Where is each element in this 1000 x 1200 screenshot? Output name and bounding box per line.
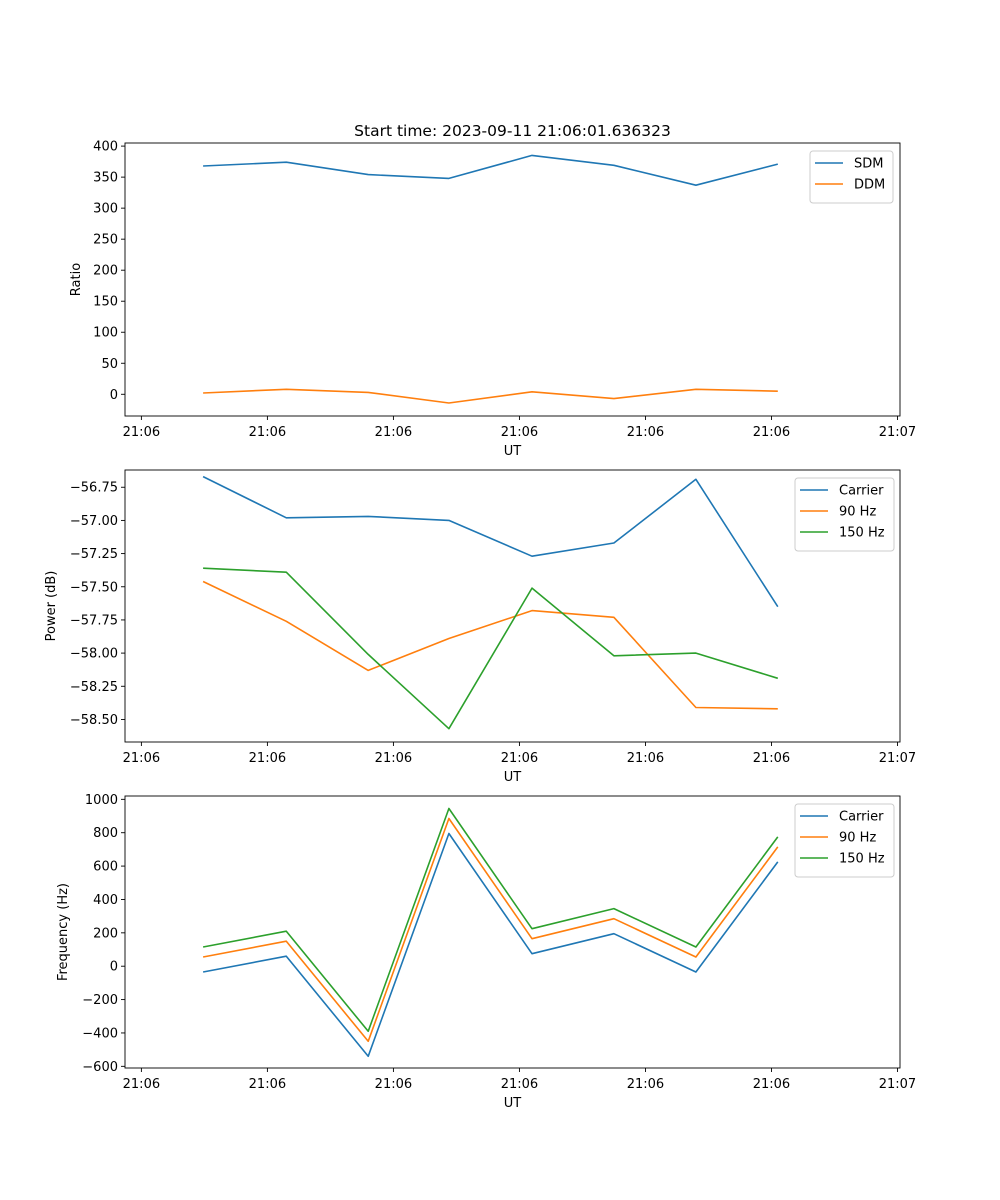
x-tick-label: 21:06 (627, 1077, 664, 1092)
legend-label: 90 Hz (839, 831, 876, 846)
x-tick-label: 21:07 (879, 751, 916, 766)
y-tick-label: 150 (93, 295, 118, 310)
y-tick-label: 600 (93, 860, 118, 875)
legend-label: DDM (854, 178, 885, 193)
series-line-150-hz (202, 807, 779, 1033)
y-tick-label: −57.25 (70, 547, 118, 562)
y-tick-label: 200 (93, 926, 118, 941)
y-tick-label: −200 (82, 993, 118, 1008)
axes-frame (124, 142, 901, 417)
y-tick-label: −57.00 (70, 514, 118, 529)
x-tick-label: 21:06 (501, 751, 538, 766)
x-tick-label: 21:06 (753, 1077, 790, 1092)
legend: SDM DDM (809, 150, 894, 204)
plot-panel-2: 21:06 21:06 21:06 21:06 21:06 21:06 21:07 −58.5… (44, 469, 916, 785)
figure-title: Start time: 2023-09-11 21:06:01.636323 (354, 122, 671, 140)
legend-label: 150 Hz (839, 852, 885, 867)
y-tick-label: 0 (110, 388, 118, 403)
legend-box (809, 150, 894, 204)
y-tick-label: 200 (93, 264, 118, 279)
x-tick-label: 21:06 (753, 751, 790, 766)
series-line-150-hz (203, 567, 779, 730)
axes-frame (124, 795, 901, 1069)
x-tick-label: 21:06 (123, 751, 160, 766)
y-tick-label: 400 (93, 140, 118, 155)
y-tick-label: −58.25 (70, 680, 118, 695)
legend-label: Carrier (839, 484, 884, 499)
x-tick-label: 21:07 (879, 1077, 916, 1092)
y-tick-label: −400 (82, 1026, 118, 1041)
x-tick-label: 21:06 (375, 751, 412, 766)
y-axis-label: Ratio (69, 263, 84, 296)
legend-label: SDM (854, 157, 883, 172)
y-tick-label: 350 (93, 171, 118, 186)
y-tick-label: 250 (93, 233, 118, 248)
series-line-carrier (202, 832, 779, 1058)
legend: Carrier 90 Hz 150 Hz (794, 803, 895, 878)
legend-label: 90 Hz (839, 505, 876, 520)
series-line-sdm (203, 154, 778, 186)
y-tick-label: 1000 (85, 793, 118, 808)
x-axis-label: UT (504, 1096, 522, 1111)
x-tick-label: 21:06 (375, 1077, 412, 1092)
y-tick-label: −57.75 (70, 613, 118, 628)
x-tick-label: 21:06 (501, 425, 538, 440)
x-tick-label: 21:06 (501, 1077, 538, 1092)
legend: Carrier 90 Hz 150 Hz (794, 477, 895, 552)
y-tick-label: −58.00 (70, 647, 118, 662)
plot-panel-1: 21:06 21:06 21:06 21:06 21:06 21:06 21:07 0 50 10… (69, 140, 916, 459)
series-line-carrier (202, 475, 779, 608)
series-line-ddm (203, 388, 778, 404)
legend-label: Carrier (839, 810, 884, 825)
y-tick-label: 300 (93, 202, 118, 217)
plot-panel-3: 21:06 21:06 21:06 21:06 21:06 21:06 21:07 −600 −… (56, 793, 916, 1111)
x-tick-label: 21:07 (879, 425, 916, 440)
y-tick-label: 400 (93, 893, 118, 908)
x-tick-label: 21:06 (627, 751, 664, 766)
x-tick-label: 21:06 (249, 1077, 286, 1092)
series-line-90-hz (202, 817, 779, 1043)
series-line-90-hz (202, 580, 778, 710)
x-axis-label: UT (504, 770, 522, 785)
x-tick-label: 21:06 (249, 425, 286, 440)
y-axis-label: Frequency (Hz) (56, 883, 71, 981)
y-tick-label: −600 (82, 1060, 118, 1075)
x-tick-label: 21:06 (753, 425, 790, 440)
y-tick-label: −58.50 (70, 713, 118, 728)
y-tick-label: 0 (110, 960, 118, 975)
y-axis-label: Power (dB) (44, 571, 59, 642)
legend-label: 150 Hz (839, 526, 885, 541)
x-tick-label: 21:06 (123, 425, 160, 440)
y-tick-label: −57.50 (70, 580, 118, 595)
x-tick-label: 21:06 (249, 751, 286, 766)
x-axis-label: UT (504, 444, 522, 459)
y-tick-label: 100 (93, 326, 118, 341)
y-tick-label: 800 (93, 826, 118, 841)
axes-frame (124, 469, 901, 743)
x-tick-label: 21:06 (123, 1077, 160, 1092)
x-tick-label: 21:06 (627, 425, 664, 440)
y-tick-label: 50 (101, 357, 118, 372)
x-tick-label: 21:06 (375, 425, 412, 440)
y-tick-label: −56.75 (70, 481, 118, 496)
